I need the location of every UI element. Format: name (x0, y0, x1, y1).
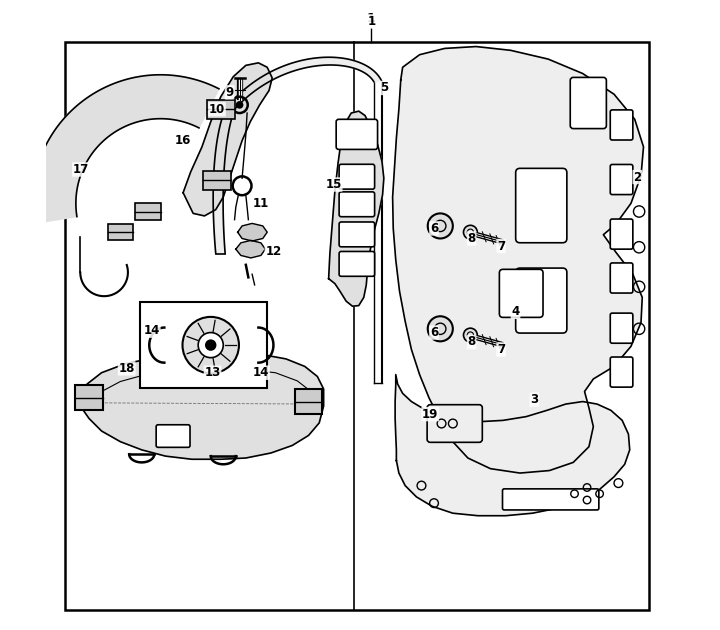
FancyBboxPatch shape (611, 164, 633, 195)
Text: 4: 4 (511, 306, 520, 318)
FancyBboxPatch shape (611, 110, 633, 140)
FancyBboxPatch shape (336, 119, 377, 149)
Circle shape (198, 333, 223, 358)
Polygon shape (392, 47, 644, 473)
Text: 14: 14 (143, 324, 160, 337)
FancyBboxPatch shape (156, 425, 190, 447)
Circle shape (464, 328, 477, 342)
Text: 5: 5 (379, 81, 388, 94)
FancyBboxPatch shape (427, 404, 482, 442)
FancyBboxPatch shape (570, 77, 606, 129)
Bar (294, 389, 323, 414)
Bar (108, 224, 133, 241)
Circle shape (206, 340, 216, 350)
FancyBboxPatch shape (339, 164, 374, 189)
FancyBboxPatch shape (516, 168, 567, 243)
FancyBboxPatch shape (611, 357, 633, 387)
Bar (203, 171, 231, 190)
Bar (140, 302, 267, 388)
Text: 6: 6 (430, 222, 438, 235)
Text: 9: 9 (225, 86, 234, 99)
Text: 8: 8 (467, 335, 476, 348)
Bar (76, 386, 103, 410)
Text: 6: 6 (430, 326, 438, 339)
FancyBboxPatch shape (516, 268, 567, 333)
Text: 18: 18 (119, 362, 135, 375)
Polygon shape (79, 353, 323, 459)
FancyBboxPatch shape (500, 270, 543, 318)
FancyBboxPatch shape (339, 222, 374, 247)
Text: 17: 17 (73, 163, 89, 176)
Text: 14: 14 (253, 366, 269, 379)
FancyBboxPatch shape (503, 489, 599, 510)
FancyBboxPatch shape (611, 263, 633, 293)
Circle shape (428, 214, 453, 239)
Text: 13: 13 (204, 366, 221, 379)
FancyBboxPatch shape (339, 192, 374, 217)
Polygon shape (213, 57, 382, 253)
Circle shape (236, 101, 243, 108)
Bar (207, 100, 235, 118)
Polygon shape (328, 111, 384, 306)
FancyBboxPatch shape (611, 219, 633, 249)
Text: 7: 7 (497, 239, 505, 253)
Text: 7: 7 (497, 343, 505, 356)
Polygon shape (395, 375, 630, 516)
Text: 3: 3 (531, 393, 539, 406)
Polygon shape (238, 224, 267, 241)
Text: 1: 1 (367, 13, 376, 25)
Circle shape (464, 226, 477, 239)
Text: 16: 16 (175, 134, 192, 147)
Circle shape (428, 316, 453, 341)
Text: 19: 19 (422, 408, 438, 421)
Text: 8: 8 (467, 232, 476, 245)
Bar (135, 203, 161, 220)
FancyBboxPatch shape (339, 251, 374, 277)
Polygon shape (32, 75, 219, 224)
Polygon shape (183, 63, 272, 216)
Text: 1: 1 (367, 15, 375, 28)
Text: 11: 11 (253, 197, 269, 210)
FancyBboxPatch shape (611, 313, 633, 343)
Text: 10: 10 (209, 103, 225, 116)
Text: 15: 15 (325, 178, 342, 191)
Circle shape (182, 317, 239, 374)
Polygon shape (236, 241, 265, 258)
Text: 2: 2 (633, 171, 642, 183)
Text: 12: 12 (265, 244, 282, 258)
